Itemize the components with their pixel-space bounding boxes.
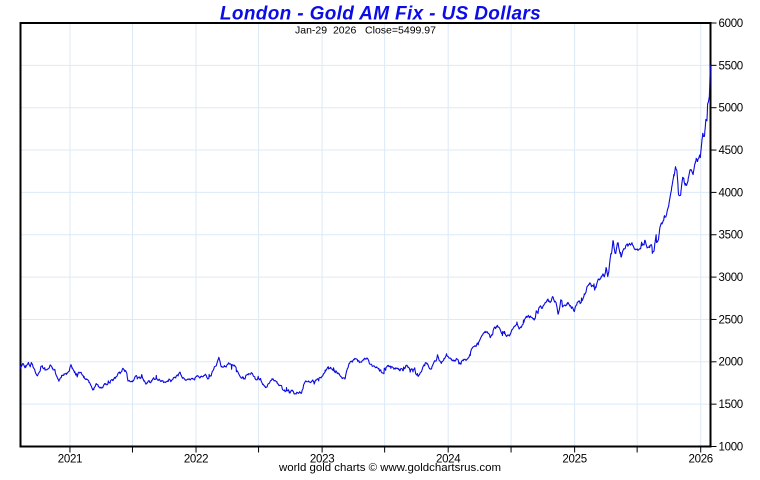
svg-text:2021: 2021: [58, 454, 82, 466]
svg-text:2023: 2023: [310, 454, 334, 466]
svg-text:5500: 5500: [719, 60, 743, 72]
svg-text:4500: 4500: [719, 145, 743, 157]
svg-text:2024: 2024: [436, 454, 461, 466]
svg-text:2026: 2026: [689, 454, 713, 466]
svg-text:6000: 6000: [719, 18, 743, 30]
svg-text:3000: 3000: [719, 272, 743, 284]
svg-text:2025: 2025: [562, 454, 586, 466]
svg-text:5000: 5000: [719, 103, 743, 115]
svg-text:2500: 2500: [719, 314, 743, 326]
svg-text:3500: 3500: [719, 230, 743, 242]
svg-text:1000: 1000: [719, 441, 743, 453]
svg-text:world gold charts © www.goldch: world gold charts © www.goldchartsrus.co…: [278, 462, 501, 474]
svg-text:London - Gold AM Fix - US Doll: London - Gold AM Fix - US Dollars: [220, 4, 541, 25]
svg-text:4000: 4000: [719, 187, 743, 199]
svg-text:Jan-29 2026 Close=5499.97: Jan-29 2026 Close=5499.97: [295, 25, 436, 37]
svg-text:2000: 2000: [719, 357, 743, 369]
svg-text:2022: 2022: [184, 454, 208, 466]
svg-text:1500: 1500: [719, 399, 743, 411]
